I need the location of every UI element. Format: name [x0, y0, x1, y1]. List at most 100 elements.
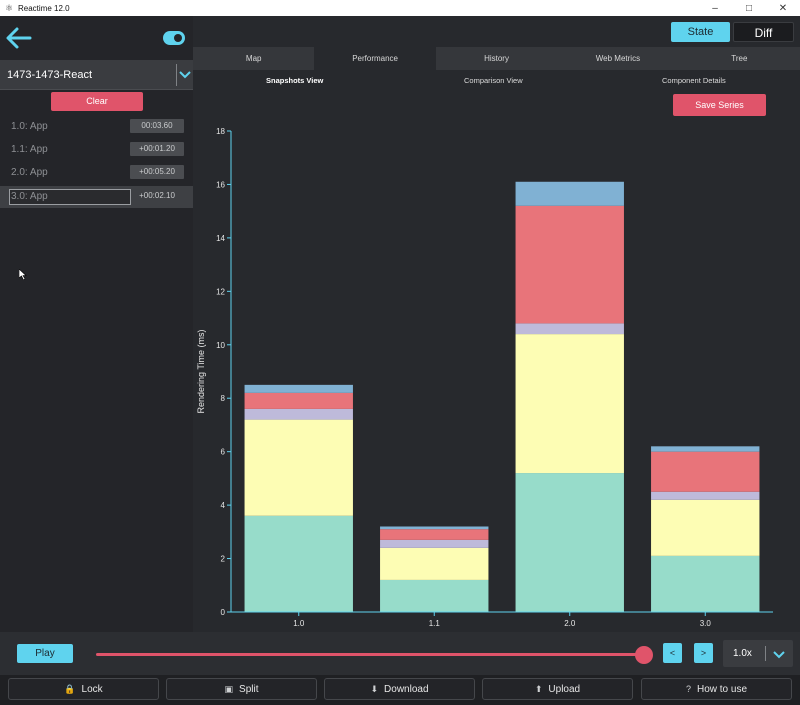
snapshot-row[interactable]: 1.0: App 00:03.60	[0, 116, 193, 138]
sidebar: 1473-1473-React Clear 1.0: App 00:03.60 …	[0, 16, 193, 632]
y-tick-label: 16	[216, 180, 225, 189]
snapshot-label: 3.0: App	[11, 191, 48, 202]
y-axis-label: Rendering Time (ms)	[196, 329, 206, 413]
bar-segment	[515, 323, 624, 335]
bar-segment	[380, 539, 489, 548]
state-button[interactable]: State	[671, 22, 730, 42]
snapshot-label: 2.0: App	[11, 167, 48, 178]
main-panel: State Diff Map Performance History Web M…	[193, 16, 800, 636]
speed-select[interactable]: 1.0x	[723, 640, 793, 667]
bar-segment	[380, 579, 489, 612]
tab-select-value: 1473-1473-React	[7, 69, 93, 81]
bar-segment	[244, 408, 353, 420]
lock-label: Lock	[81, 683, 103, 695]
clear-button[interactable]: Clear	[51, 92, 143, 111]
tab-history[interactable]: History	[484, 54, 509, 63]
split-icon: ▣	[224, 683, 234, 694]
x-tick-label: 3.0	[700, 619, 712, 628]
bar-segment	[651, 555, 760, 612]
x-tick-label: 1.1	[429, 619, 441, 628]
snapshot-time: +00:02.10	[139, 191, 175, 200]
subtab-comparison-view[interactable]: Comparison View	[464, 76, 523, 85]
theme-toggle[interactable]	[163, 31, 185, 45]
bar-segment	[651, 446, 760, 452]
tab-select[interactable]: 1473-1473-React	[0, 60, 193, 90]
download-button[interactable]: ⬇ Download	[324, 678, 475, 700]
y-tick-label: 12	[216, 287, 225, 296]
bar-segment	[651, 499, 760, 556]
chevron-down-icon[interactable]	[771, 646, 787, 662]
how-to-use-button[interactable]: ? How to use	[641, 678, 792, 700]
y-tick-label: 4	[221, 501, 226, 510]
how-to-use-label: How to use	[696, 683, 748, 695]
next-button[interactable]: >	[694, 643, 713, 663]
bar-segment	[380, 526, 489, 530]
bar-segment	[244, 419, 353, 516]
back-arrow-icon[interactable]	[4, 26, 32, 50]
y-tick-label: 2	[221, 555, 226, 564]
bar-segment	[515, 334, 624, 474]
x-tick-label: 1.0	[293, 619, 305, 628]
bar-segment	[244, 515, 353, 612]
diff-button[interactable]: Diff	[733, 22, 794, 42]
upload-label: Upload	[548, 683, 581, 695]
upload-icon: ⬆	[534, 683, 543, 694]
window-title: Reactime 12.0	[18, 3, 70, 13]
lock-icon: 🔒	[64, 683, 76, 694]
snapshot-row-selected[interactable]: 3.0: App +00:02.10	[0, 186, 193, 208]
snapshot-label: 1.1: App	[11, 144, 48, 155]
minimize-icon[interactable]: –	[712, 2, 718, 14]
window-titlebar: ⚛ Reactime 12.0 – □ ✕	[0, 0, 800, 16]
y-tick-label: 10	[216, 341, 225, 350]
help-icon: ?	[685, 684, 691, 694]
upload-button[interactable]: ⬆ Upload	[482, 678, 633, 700]
split-button[interactable]: ▣ Split	[166, 678, 317, 700]
y-tick-label: 18	[216, 127, 225, 136]
close-icon[interactable]: ✕	[778, 2, 788, 14]
y-tick-label: 8	[221, 394, 226, 403]
header: State Diff	[193, 16, 800, 47]
y-tick-label: 14	[216, 234, 225, 243]
bar-segment	[651, 491, 760, 500]
play-button[interactable]: Play	[17, 644, 73, 663]
x-tick-label: 2.0	[564, 619, 576, 628]
snapshot-time: 00:03.60	[130, 119, 184, 133]
snapshot-input[interactable]	[9, 189, 131, 205]
footer-bar: 🔒 Lock ▣ Split ⬇ Download ⬆ Upload ? How…	[0, 675, 800, 705]
download-label: Download	[384, 683, 429, 695]
speed-divider	[765, 646, 766, 661]
y-tick-label: 6	[221, 448, 226, 457]
playback-bar: Play < > 1.0x	[0, 632, 800, 675]
subtab-component-details[interactable]: Component Details	[662, 76, 726, 85]
tab-performance[interactable]: Performance	[314, 47, 436, 70]
mouse-cursor-icon	[18, 267, 27, 281]
slider-handle[interactable]	[635, 646, 653, 664]
slider-track[interactable]	[96, 653, 644, 656]
lock-button[interactable]: 🔒 Lock	[8, 678, 159, 700]
subtab-snapshots-view[interactable]: Snapshots View	[266, 76, 324, 85]
tab-map[interactable]: Map	[245, 54, 262, 63]
speed-value: 1.0x	[733, 648, 752, 659]
bar-segment	[380, 529, 489, 540]
tab-bar: Map Performance History Web Metrics Tree	[193, 47, 800, 70]
tab-web-metrics[interactable]: Web Metrics	[595, 54, 641, 63]
save-series-button[interactable]: Save Series	[673, 94, 766, 116]
previous-button[interactable]: <	[663, 643, 682, 663]
app-logo-icon: ⚛	[4, 3, 14, 13]
select-divider	[176, 64, 177, 86]
bar-segment	[515, 205, 624, 324]
split-label: Split	[239, 683, 259, 695]
download-icon: ⬇	[370, 683, 379, 694]
y-tick-label: 0	[221, 608, 226, 617]
bar-segment	[515, 473, 624, 612]
maximize-icon[interactable]: □	[745, 2, 753, 14]
bar-segment	[651, 451, 760, 492]
chevron-down-icon[interactable]	[178, 65, 192, 85]
toggle-knob	[174, 34, 182, 42]
snapshot-row[interactable]: 2.0: App +00:05.20	[0, 162, 193, 184]
snapshot-row[interactable]: 1.1: App +00:01.20	[0, 139, 193, 161]
tab-tree[interactable]: Tree	[731, 54, 748, 63]
bar-segment	[515, 181, 624, 206]
snapshot-time: +00:05.20	[130, 165, 184, 179]
